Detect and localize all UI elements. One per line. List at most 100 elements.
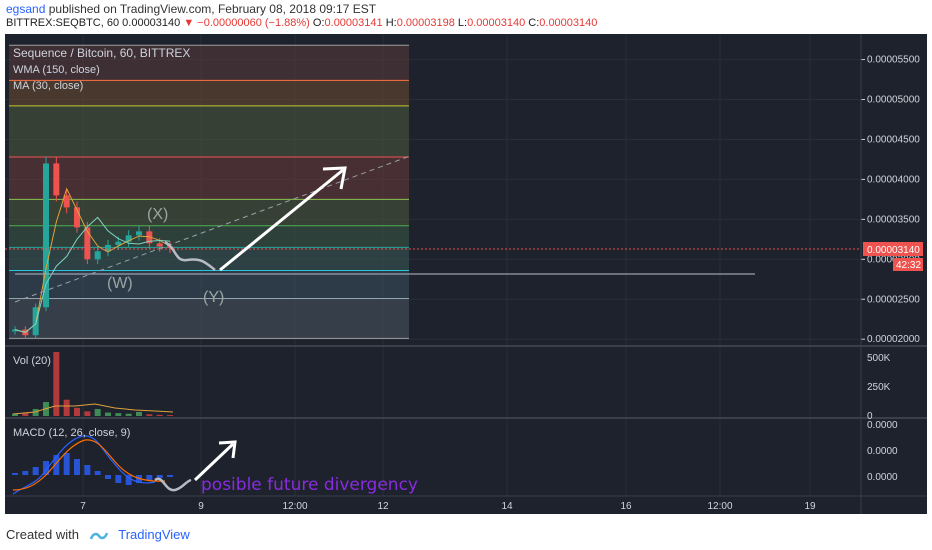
macd-histogram-bar bbox=[94, 471, 101, 475]
open-value: 0.00003141 bbox=[324, 17, 383, 29]
macd-tick-label: 0.0000 bbox=[867, 472, 898, 483]
volume-bar bbox=[115, 413, 122, 416]
high-label: H: bbox=[385, 17, 397, 29]
wma-legend[interactable]: WMA (150, close) bbox=[13, 64, 100, 76]
created-with-label: Created with bbox=[6, 527, 79, 542]
candles bbox=[12, 156, 173, 339]
low-value: 0.00003140 bbox=[467, 17, 526, 29]
price-tick-label: 0.00002500 bbox=[867, 294, 920, 305]
fib-zone bbox=[9, 225, 409, 248]
volume-tick-label: 250K bbox=[867, 382, 891, 393]
high-value: 0.00003198 bbox=[396, 17, 455, 29]
macd-histogram-bar bbox=[156, 475, 163, 478]
macd-histogram-bar bbox=[115, 475, 122, 483]
wave-label-x: (X) bbox=[147, 206, 168, 223]
time-tick-label: 19 bbox=[804, 501, 816, 512]
volume-bar bbox=[136, 411, 142, 416]
volume-bar bbox=[12, 413, 18, 416]
time-tick-label: 7 bbox=[80, 501, 86, 512]
symbol-label: BITTREX:SEQBTC, 60 bbox=[6, 17, 120, 29]
macd-tick-label: 0.0000 bbox=[867, 420, 898, 431]
countdown-tag bbox=[893, 258, 923, 271]
fib-zone bbox=[9, 45, 409, 81]
volume-bar bbox=[22, 412, 29, 416]
volume-bar bbox=[167, 415, 173, 416]
volume-tick-label: 500K bbox=[867, 353, 891, 364]
fib-zone bbox=[9, 270, 409, 299]
macd-axis: 0.0000 0.0000 0.0000 bbox=[867, 420, 898, 483]
volume-bar bbox=[125, 413, 132, 416]
time-tick-label: 12:00 bbox=[282, 501, 307, 512]
candle-up bbox=[32, 307, 39, 336]
divergence-annotation[interactable]: posible future divergency bbox=[201, 475, 418, 495]
price-tick-label: 0.00005000 bbox=[867, 95, 920, 106]
candle-up bbox=[136, 231, 142, 236]
time-axis[interactable]: 7 9 12:00 12 14 16 12:00 19 bbox=[80, 501, 816, 512]
macd-histogram-bar bbox=[84, 465, 91, 475]
price-tick-label: 0.00003500 bbox=[867, 214, 920, 225]
candle-down bbox=[53, 163, 60, 196]
last-price-tag bbox=[863, 242, 923, 256]
ma-legend[interactable]: MA (30, close) bbox=[13, 80, 83, 92]
volume-bar bbox=[105, 412, 111, 416]
volume-ma-line bbox=[12, 403, 174, 415]
price-tick-label: 0.00005500 bbox=[867, 55, 920, 66]
macd-histogram-bar bbox=[74, 459, 80, 475]
time-tick-label: 12:00 bbox=[707, 501, 732, 512]
fib-zone bbox=[9, 105, 409, 158]
quote-line: BITTREX:SEQBTC, 60 0.00003140 ▼ −0.00000… bbox=[6, 17, 597, 29]
fib-zone bbox=[9, 80, 409, 106]
macd-histogram-bar bbox=[12, 473, 18, 475]
volume-bar bbox=[63, 399, 70, 416]
volume-bar bbox=[156, 414, 163, 416]
volume-title[interactable]: Vol (20) bbox=[13, 355, 51, 367]
volume-axis: 500K 250K 0 bbox=[867, 353, 891, 422]
time-tick-label: 14 bbox=[501, 501, 513, 512]
price-axis[interactable]: 0.00005500 0.00005000 0.00004500 0.00004000… bbox=[861, 55, 920, 346]
fib-zone bbox=[9, 247, 409, 271]
macd-projection-arrow[interactable] bbox=[193, 442, 235, 482]
last-price: 0.00003140 bbox=[122, 17, 181, 29]
candle-up bbox=[115, 241, 122, 245]
candle-up bbox=[94, 251, 101, 260]
wave-label-y: (Y) bbox=[203, 289, 224, 306]
tradingview-logo-icon bbox=[89, 530, 109, 542]
close-label: C: bbox=[528, 17, 540, 29]
macd-histogram-bar bbox=[146, 475, 153, 480]
macd-projection-wave[interactable] bbox=[154, 477, 192, 492]
wave-label-w: (W) bbox=[107, 275, 133, 292]
author-link[interactable]: egsand bbox=[6, 2, 46, 16]
volume-bar bbox=[53, 352, 60, 416]
candle-down bbox=[156, 243, 163, 247]
price-tick-label: 0.00004000 bbox=[867, 174, 920, 185]
candle-down bbox=[84, 227, 91, 260]
publish-info: egsand published on TradingView.com, Feb… bbox=[6, 2, 376, 16]
price-tick-label: 0.00004500 bbox=[867, 134, 920, 145]
macd-histogram-bar bbox=[63, 453, 70, 475]
chart-svg[interactable]: (W) (X) (Y) Sequence / Bitcoin, 60, BITT… bbox=[5, 34, 927, 514]
candle-up bbox=[12, 329, 18, 332]
macd-histogram-bar bbox=[167, 475, 173, 477]
macd-tick-label: 0.0000 bbox=[867, 446, 898, 457]
trendline-dashed[interactable] bbox=[14, 155, 411, 303]
volume-bar bbox=[94, 409, 101, 416]
macd-line bbox=[12, 435, 156, 495]
time-tick-label: 9 bbox=[198, 501, 204, 512]
tradingview-brand-link[interactable]: TradingView bbox=[118, 527, 190, 542]
volume-tick-label: 0 bbox=[867, 411, 873, 422]
macd-projection-arrowhead bbox=[218, 440, 237, 459]
macd-histogram-bar bbox=[32, 467, 39, 475]
macd-histogram-bar bbox=[22, 471, 29, 475]
signal-line bbox=[12, 439, 166, 491]
published-text: published on TradingView.com, February 0… bbox=[48, 2, 377, 16]
macd-title[interactable]: MACD (12, 26, close, 9) bbox=[13, 427, 130, 439]
projection-arrow-up[interactable] bbox=[219, 168, 344, 272]
price-change: ▼ −0.00000060 (−1.88%) bbox=[183, 17, 310, 29]
close-value: 0.00003140 bbox=[539, 17, 598, 29]
projection-wave[interactable] bbox=[164, 240, 216, 271]
chart-area[interactable]: (W) (X) (Y) Sequence / Bitcoin, 60, BITT… bbox=[5, 34, 927, 514]
candle-down bbox=[146, 231, 153, 244]
projection-arrowhead bbox=[322, 166, 347, 190]
candle-up bbox=[43, 163, 49, 308]
candle-down bbox=[74, 207, 80, 228]
